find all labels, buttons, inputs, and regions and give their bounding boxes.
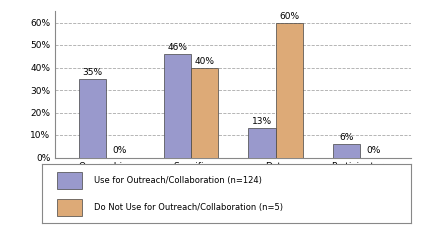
Bar: [244, 158, 307, 163]
Text: 60%: 60%: [279, 12, 299, 21]
Bar: [79, 79, 106, 158]
Text: 13%: 13%: [252, 117, 272, 126]
Bar: [191, 68, 218, 158]
FancyBboxPatch shape: [57, 172, 81, 189]
Text: 35%: 35%: [82, 68, 103, 77]
Bar: [329, 158, 392, 163]
FancyBboxPatch shape: [57, 199, 81, 216]
Text: 0%: 0%: [367, 146, 381, 155]
Bar: [164, 54, 191, 158]
Text: 6%: 6%: [340, 133, 354, 142]
Bar: [75, 158, 137, 163]
Text: 46%: 46%: [167, 43, 187, 52]
Text: 40%: 40%: [194, 57, 215, 66]
Text: 0%: 0%: [112, 146, 127, 155]
Bar: [248, 128, 276, 158]
Bar: [159, 158, 222, 163]
Text: Do Not Use for Outreach/Collaboration (n=5): Do Not Use for Outreach/Collaboration (n…: [94, 203, 283, 212]
Bar: [333, 144, 360, 158]
Text: Use for Outreach/Collaboration (n=124): Use for Outreach/Collaboration (n=124): [94, 176, 262, 185]
Bar: [276, 22, 303, 158]
